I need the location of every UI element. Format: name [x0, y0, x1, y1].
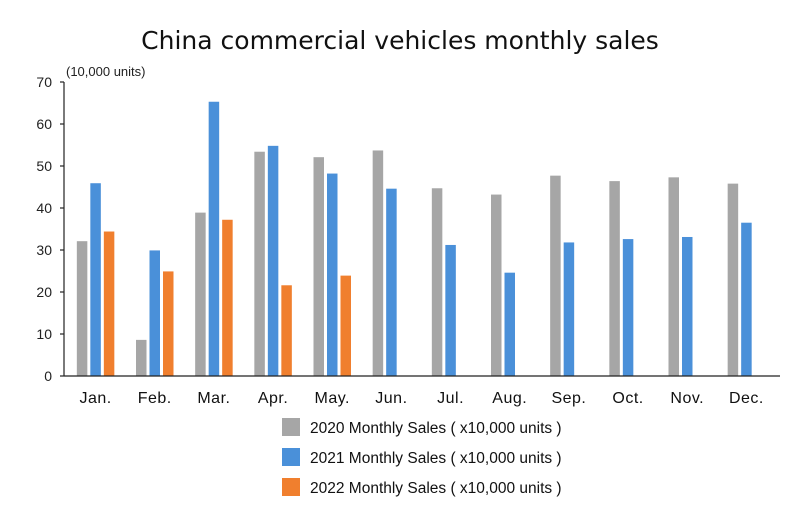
bar-2-3	[208, 101, 220, 377]
bar-1-2	[136, 339, 147, 376]
bar-1-9	[550, 175, 561, 376]
bar-2-6	[386, 188, 397, 376]
x-tick-label: Mar.	[197, 390, 230, 407]
legend: 2020 Monthly Sales ( x10,000 units ) 2021…	[282, 418, 562, 497]
bar-3-4	[281, 285, 292, 376]
x-tick-label: Jun.	[375, 390, 407, 407]
x-tick-label: Aug.	[492, 390, 527, 407]
y-tick-label: 30	[36, 242, 52, 258]
bar-1-4	[254, 151, 265, 376]
bar-3-3	[222, 219, 233, 376]
bar-2-10	[622, 239, 634, 376]
x-tick-label: Feb.	[138, 390, 172, 407]
bar-1-8	[491, 194, 502, 376]
x-tick-label: May.	[315, 390, 350, 407]
x-tick-label: Dec.	[729, 390, 764, 407]
bar-1-10	[609, 181, 620, 376]
bar-2-5	[327, 173, 338, 376]
y-unit-label: (10,000 units)	[66, 64, 146, 79]
bar-1-5	[313, 157, 324, 376]
bar-1-11	[668, 177, 679, 376]
y-axis-ticks: 0 10 20 30 40 50 60 70	[36, 74, 64, 384]
bar-3-2	[163, 271, 174, 376]
x-tick-label: Sep.	[551, 390, 586, 407]
legend-label: 2021 Monthly Sales ( x10,000 units )	[310, 450, 562, 467]
bar-2-8	[504, 272, 515, 376]
bar-1-6	[372, 150, 384, 376]
bar-2-4	[267, 145, 279, 376]
bar-2-11	[682, 236, 693, 376]
bar-2-9	[563, 242, 575, 376]
y-tick-label: 60	[36, 116, 52, 132]
bar-2-2	[149, 250, 160, 376]
bar-2-12	[741, 222, 752, 376]
bar-3-1	[103, 231, 115, 376]
y-tick-label: 70	[36, 74, 52, 90]
chart-title: China commercial vehicles monthly sales	[141, 26, 659, 55]
x-tick-label: Jul.	[437, 390, 464, 407]
x-tick-label: Nov.	[670, 390, 704, 407]
bar-1-1	[76, 241, 88, 376]
y-tick-label: 0	[44, 368, 52, 384]
y-tick-label: 40	[36, 200, 52, 216]
bar-1-3	[195, 212, 206, 376]
legend-swatch	[282, 478, 300, 496]
bars	[76, 101, 752, 377]
legend-label: 2020 Monthly Sales ( x10,000 units )	[310, 420, 562, 437]
legend-swatch	[282, 418, 300, 436]
x-tick-label: Oct.	[612, 390, 643, 407]
x-axis-ticks: Jan. Feb. Mar. Apr. May. Jun. Jul. Aug. Sep. Oct.…	[79, 390, 763, 407]
bar-3-5	[340, 275, 351, 376]
legend-swatch	[282, 448, 300, 466]
bar-2-7	[445, 244, 456, 376]
x-tick-label: Apr.	[258, 390, 288, 407]
y-tick-label: 20	[36, 284, 52, 300]
y-tick-label: 50	[36, 158, 52, 174]
bar-2-1	[90, 183, 101, 376]
x-tick-label: Jan.	[79, 390, 111, 407]
y-tick-label: 10	[36, 326, 52, 342]
bar-1-12	[727, 183, 739, 376]
bar-1-7	[431, 188, 443, 376]
legend-label: 2022 Monthly Sales ( x10,000 units )	[310, 480, 562, 497]
